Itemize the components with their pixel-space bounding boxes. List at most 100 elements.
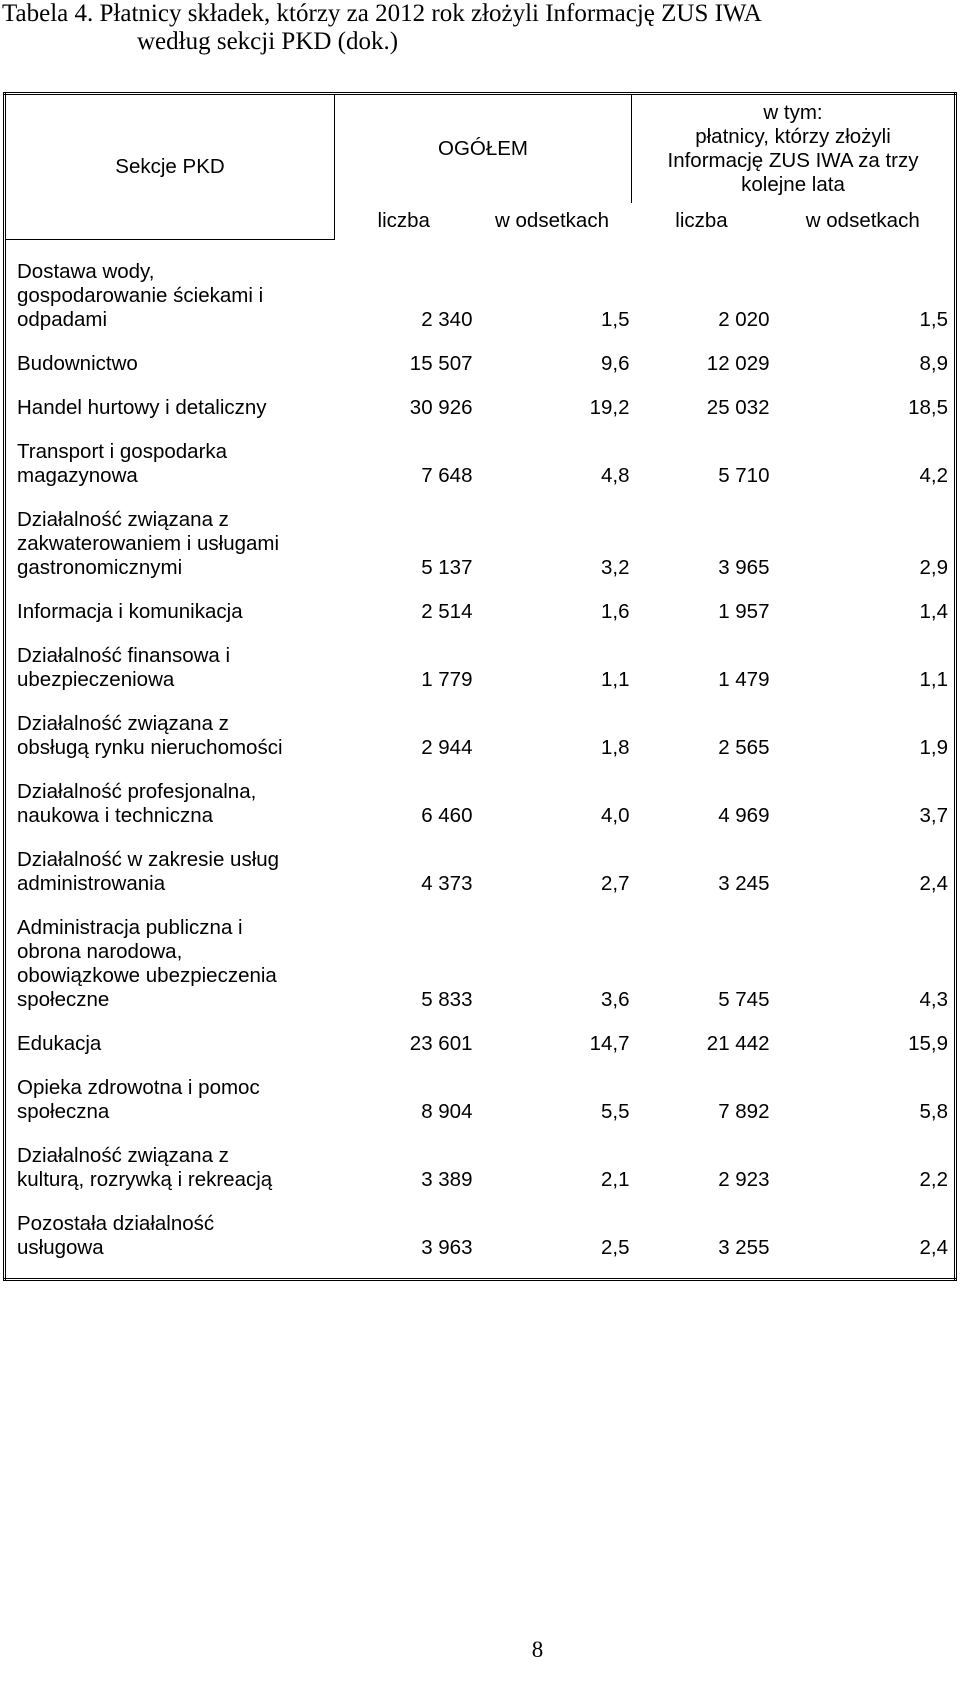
cell-wtym-liczba: 21 442 bbox=[706, 1031, 770, 1055]
cell-wtym-liczba: 3 255 bbox=[718, 1235, 770, 1259]
row-sekcja-name-line: obrona narodowa, bbox=[17, 939, 183, 963]
cell-ogolem-odsetki: 2,1 bbox=[601, 1167, 630, 1191]
row-sekcja-name: Działalność związana z obsługą rynku nier… bbox=[5, 692, 335, 760]
cell-wtym-liczba: 3 965 bbox=[718, 555, 770, 579]
row-sekcja-name-line: społeczne bbox=[17, 987, 110, 1011]
table-body: Dostawa wody, gospodarowanie ściekami i od… bbox=[5, 239, 956, 1279]
subheader-w-odsetkach: w odsetkach bbox=[495, 209, 609, 232]
row-sekcja-name-line: Działalność związana z bbox=[17, 711, 229, 735]
cell-wtym-odsetki: 1,5 bbox=[919, 307, 949, 331]
row-sekcja-name-line: administrowania bbox=[17, 871, 166, 895]
table-row: Opieka zdrowotna i pomoc społeczna 8 904 5,… bbox=[5, 1056, 956, 1124]
cell-wtym-odsetki: 1,4 bbox=[919, 599, 949, 623]
row-sekcja-name-line: Działalność finansowa i bbox=[17, 643, 231, 667]
row-sekcja-name-line: Działalność związana z bbox=[17, 1143, 229, 1167]
cell-wtym-liczba: 25 032 bbox=[706, 395, 770, 419]
cell-wtym-odsetki: 3,7 bbox=[919, 803, 949, 827]
row-sekcja-name-line: Informacja i komunikacja bbox=[17, 599, 243, 623]
table-row: Budownictwo 15 507 9,6 12 029 8,9 bbox=[5, 332, 956, 376]
row-sekcja-name: Administracja publiczna i obrona narodowa… bbox=[5, 896, 335, 1012]
table-row: Dostawa wody, gospodarowanie ściekami i od… bbox=[5, 239, 956, 332]
row-sekcja-name-line: Opieka zdrowotna i pomoc bbox=[17, 1075, 260, 1099]
cell-wtym-odsetki: 2,9 bbox=[919, 555, 949, 579]
cell-ogolem-liczba: 3 389 bbox=[421, 1167, 473, 1191]
cell-wtym-odsetki: 2,4 bbox=[919, 1235, 949, 1259]
cell-wtym-odsetki: 1,1 bbox=[919, 667, 949, 691]
row-sekcja-name-line: gospodarowanie ściekami i bbox=[17, 283, 264, 307]
row-sekcja-name-line: społeczna bbox=[17, 1099, 110, 1123]
table-row: Działalność związana z kulturą, rozrywką … bbox=[5, 1124, 956, 1192]
subheader-w-odsetkach: w odsetkach bbox=[805, 209, 920, 232]
header-ogolem: OGÓŁEM bbox=[334, 93, 632, 203]
row-sekcja-name: Budownictwo bbox=[5, 332, 335, 376]
row-sekcja-name-line: Handel hurtowy i detaliczny bbox=[17, 395, 267, 419]
row-sekcja-name-line: Transport i gospodarka bbox=[17, 439, 228, 463]
cell-ogolem-liczba: 2 944 bbox=[421, 735, 473, 759]
pkd-table: Sekcje PKD OGÓŁEM w tym: płatnicy, którz… bbox=[3, 92, 957, 1281]
cell-ogolem-liczba: 15 507 bbox=[409, 351, 473, 375]
row-sekcja-name: Informacja i komunikacja bbox=[5, 580, 335, 624]
cell-ogolem-odsetki: 5,5 bbox=[601, 1099, 630, 1123]
row-sekcja-name-line: Budownictwo bbox=[17, 351, 138, 375]
row-sekcja-name-line: ubezpieczeniowa bbox=[17, 667, 175, 691]
cell-wtym-liczba: 12 029 bbox=[706, 351, 770, 375]
row-sekcja-name-line: Działalność w zakresie usług bbox=[17, 847, 280, 871]
cell-wtym-liczba: 3 245 bbox=[718, 871, 770, 895]
cell-ogolem-liczba: 2 514 bbox=[421, 599, 473, 623]
row-sekcja-name-line: Dostawa wody, bbox=[17, 259, 155, 283]
table-row: Pozostała działalność usługowa 3 963 2,5 3 2… bbox=[5, 1192, 956, 1260]
row-sekcja-name-line: zakwaterowaniem i usługami bbox=[17, 531, 280, 555]
cell-ogolem-liczba: 5 833 bbox=[421, 987, 473, 1011]
cell-ogolem-liczba: 30 926 bbox=[409, 395, 473, 419]
cell-ogolem-odsetki: 3,2 bbox=[601, 555, 630, 579]
cell-ogolem-liczba: 3 963 bbox=[421, 1235, 473, 1259]
row-sekcja-name-line: kulturą, rozrywką i rekreacją bbox=[17, 1167, 273, 1191]
cell-wtym-odsetki: 15,9 bbox=[908, 1031, 948, 1055]
table-title-line1: Tabela 4. Płatnicy składek, którzy za 20… bbox=[2, 0, 762, 27]
cell-wtym-odsetki: 4,3 bbox=[919, 987, 949, 1011]
cell-wtym-odsetki: 2,4 bbox=[919, 871, 949, 895]
row-sekcja-name-line: gastronomicznymi bbox=[17, 555, 183, 579]
row-sekcja-name-line: naukowa i techniczna bbox=[17, 803, 214, 827]
cell-ogolem-odsetki: 4,8 bbox=[601, 463, 630, 487]
cell-wtym-liczba: 1 479 bbox=[718, 667, 770, 691]
table-bottom-spacer bbox=[5, 1260, 956, 1280]
cell-ogolem-odsetki: 1,1 bbox=[601, 667, 630, 691]
row-sekcja-name-line: Edukacja bbox=[17, 1031, 102, 1055]
cell-wtym-liczba: 2 020 bbox=[718, 307, 770, 331]
cell-wtym-odsetki: 8,9 bbox=[919, 351, 949, 375]
row-sekcja-name: Działalność związana z zakwaterowaniem i … bbox=[5, 488, 335, 580]
table-row: Działalność związana z obsługą rynku nier… bbox=[5, 692, 956, 760]
row-sekcja-name-line: usługowa bbox=[17, 1235, 104, 1259]
cell-ogolem-odsetki: 2,5 bbox=[601, 1235, 630, 1259]
cell-ogolem-odsetki: 4,0 bbox=[601, 803, 630, 827]
row-sekcja-name-line: obsługą rynku nieruchomości bbox=[17, 735, 283, 759]
cell-ogolem-liczba: 1 779 bbox=[421, 667, 473, 691]
cell-wtym-liczba: 5 710 bbox=[718, 463, 770, 487]
row-sekcja-name: Działalność związana z kulturą, rozrywką … bbox=[5, 1124, 335, 1192]
table-row: Działalność finansowa i ubezpieczeniowa 1 … bbox=[5, 624, 956, 692]
subheader-liczba: liczba bbox=[334, 203, 473, 239]
table-header: Sekcje PKD OGÓŁEM w tym: płatnicy, którz… bbox=[4, 93, 956, 240]
table-row: Transport i gospodarka magazynowa 7 648 4,8… bbox=[5, 420, 956, 488]
cell-ogolem-odsetki: 2,7 bbox=[601, 871, 630, 895]
cell-wtym-odsetki: 4,2 bbox=[919, 463, 949, 487]
row-sekcja-name-line: Działalność profesjonalna, bbox=[17, 779, 257, 803]
row-sekcja-name-line: magazynowa bbox=[17, 463, 138, 487]
row-sekcja-name: Handel hurtowy i detaliczny bbox=[5, 376, 335, 420]
cell-ogolem-odsetki: 19,2 bbox=[589, 395, 630, 419]
row-sekcja-name-line: Działalność związana z bbox=[17, 507, 229, 531]
table-row: Administracja publiczna i obrona narodowa… bbox=[5, 896, 956, 1012]
page-number: 8 bbox=[531, 1637, 544, 1662]
cell-wtym-liczba: 4 969 bbox=[718, 803, 770, 827]
cell-ogolem-liczba: 5 137 bbox=[421, 555, 473, 579]
cell-ogolem-odsetki: 1,6 bbox=[601, 599, 630, 623]
row-sekcja-name-line: odpadami bbox=[17, 307, 108, 331]
cell-ogolem-liczba: 23 601 bbox=[409, 1031, 473, 1055]
cell-wtym-liczba: 5 745 bbox=[718, 987, 770, 1011]
cell-wtym-liczba: 2 565 bbox=[718, 735, 770, 759]
row-sekcja-name-line: Pozostała działalność bbox=[17, 1211, 215, 1235]
cell-ogolem-odsetki: 9,6 bbox=[601, 351, 630, 375]
row-sekcja-name: Dostawa wody, gospodarowanie ściekami i od… bbox=[5, 239, 335, 332]
cell-wtym-liczba: 7 892 bbox=[718, 1099, 770, 1123]
